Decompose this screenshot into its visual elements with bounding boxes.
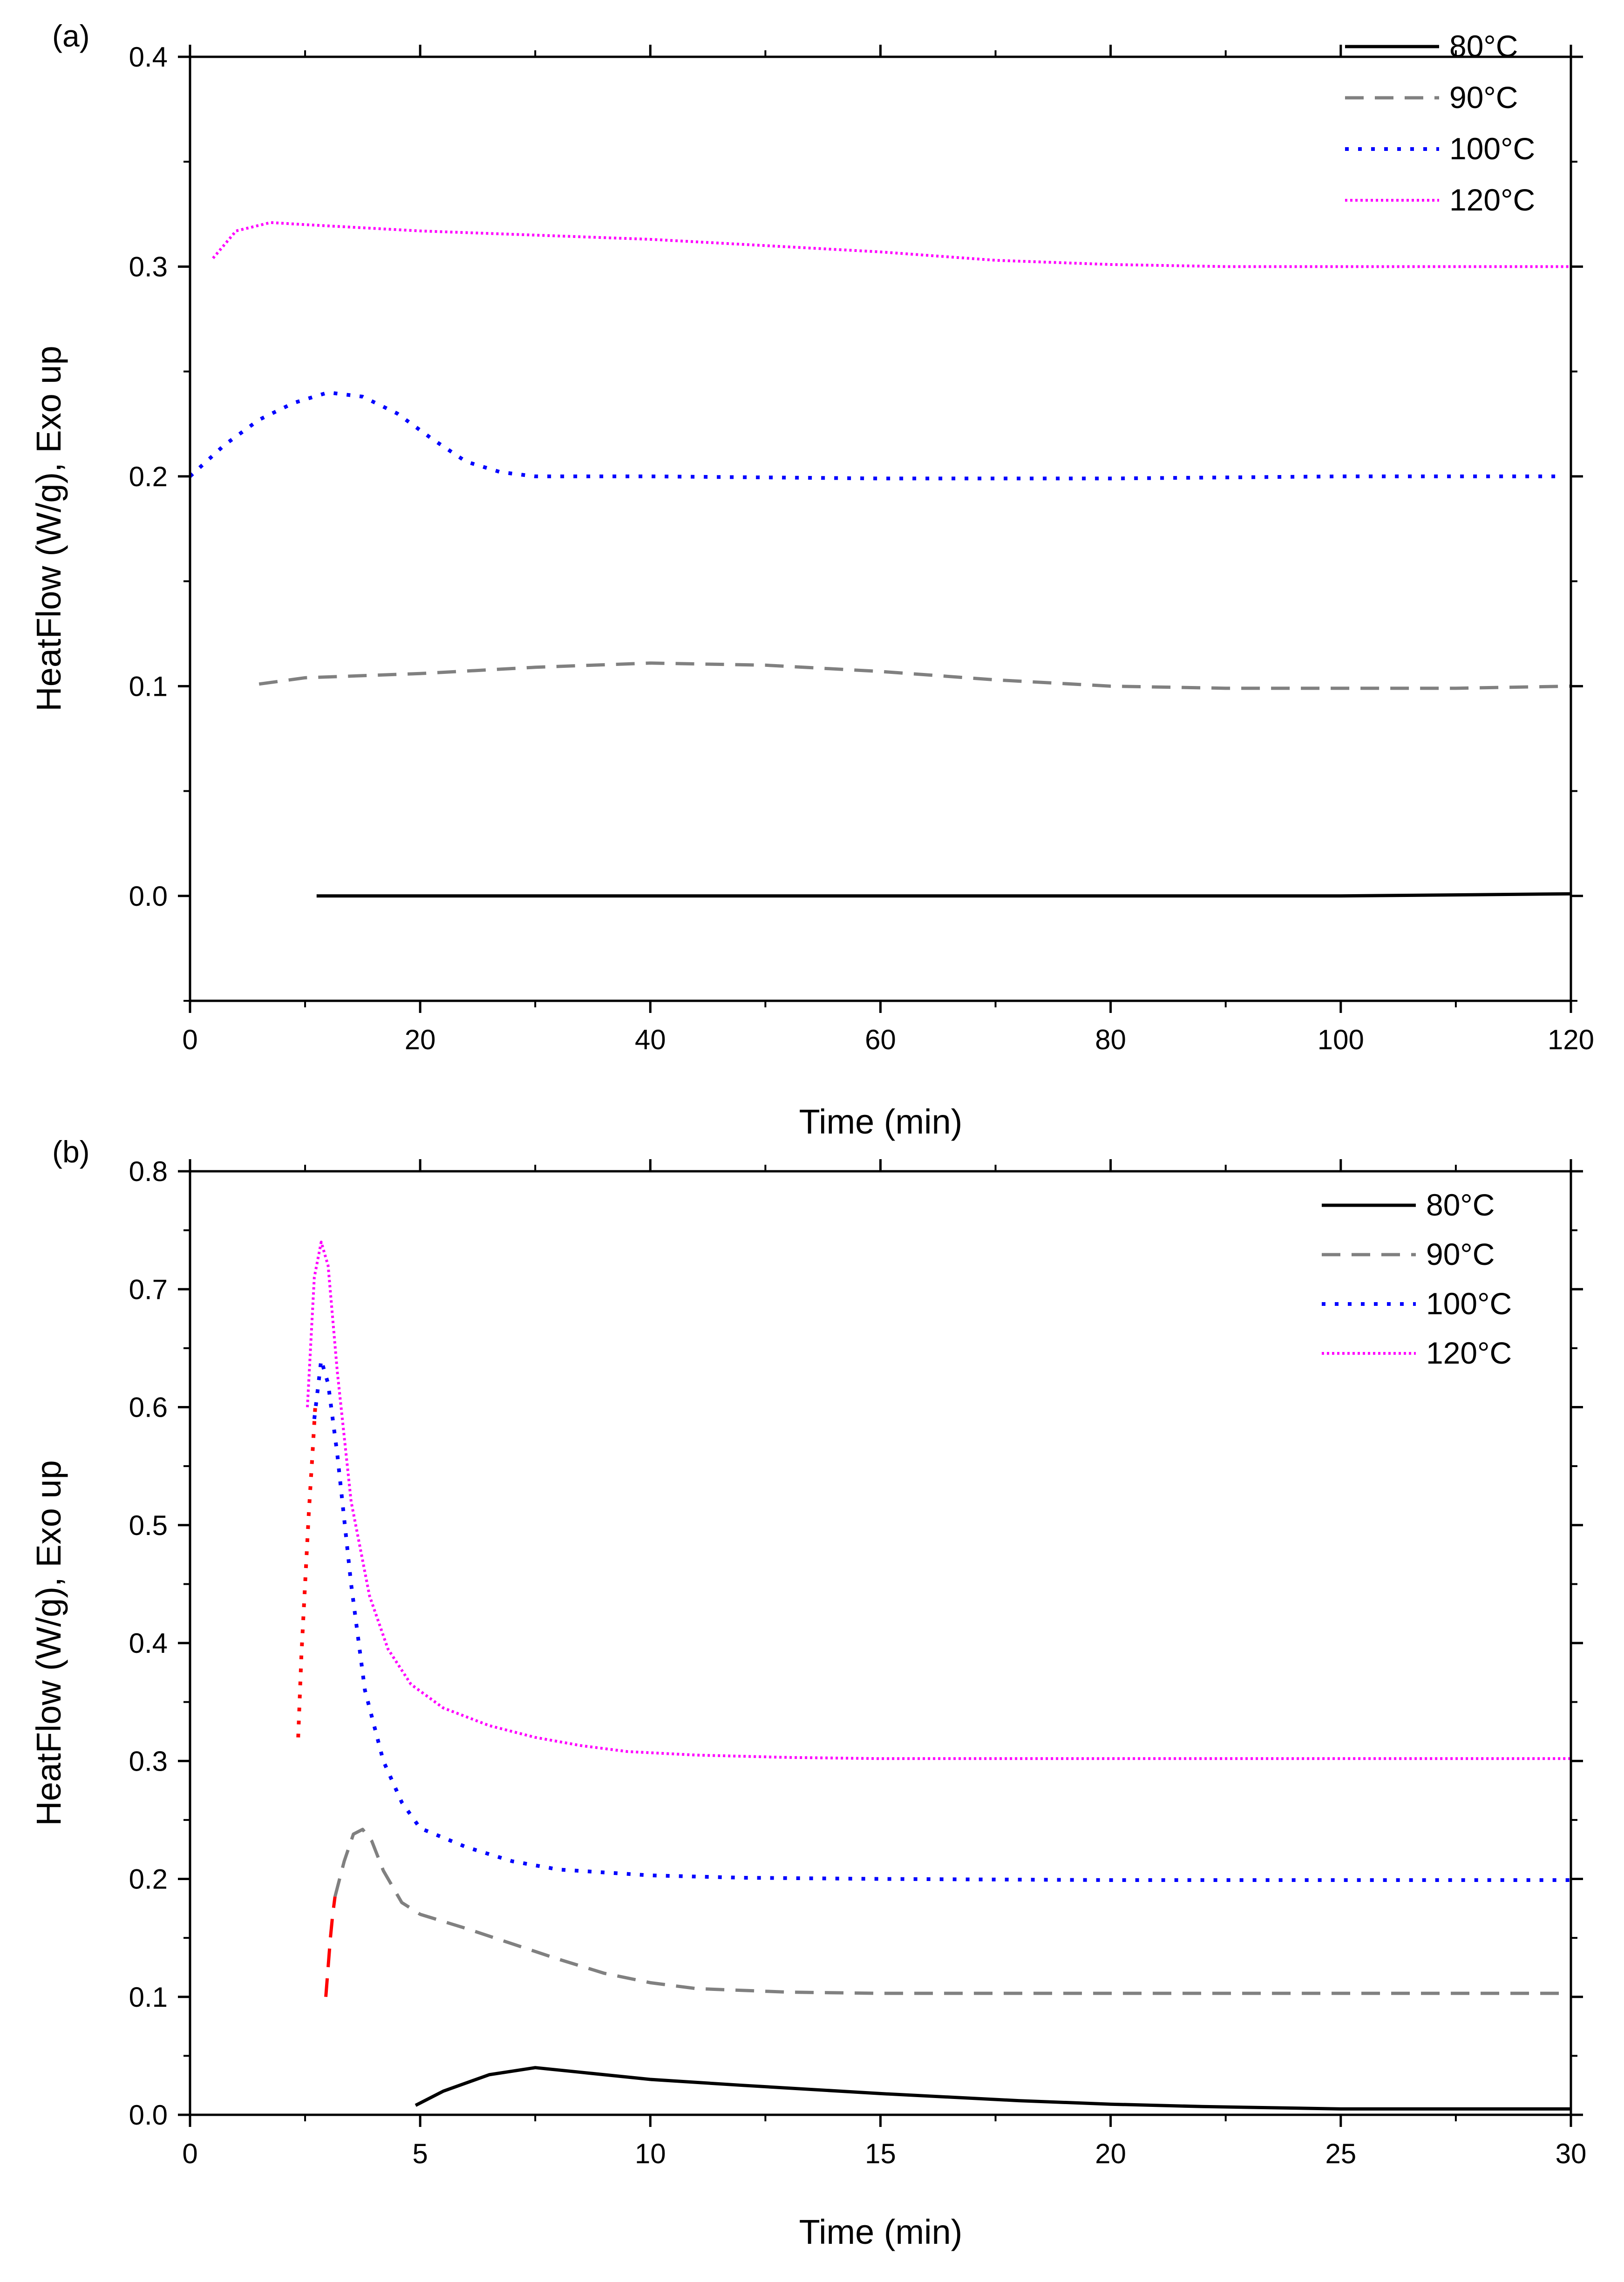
series-line-100c	[312, 1358, 1571, 1882]
panel-label-a: (a)	[52, 19, 90, 53]
x-tick-label: 60	[865, 1024, 896, 1055]
y-tick-label: 0.0	[129, 2099, 168, 2131]
x-tick-label: 15	[865, 2138, 896, 2169]
panel-a-legend: 80°C 90°C 100°C 120°C	[1345, 29, 1535, 217]
panel-a-y-axis-title: HeatFlow (W/g), Exo up	[29, 346, 68, 711]
series-line-80c	[414, 2066, 1571, 2111]
panel-a-x-axis-title: Time (min)	[799, 1102, 963, 1141]
x-tick-label: 0	[182, 1024, 197, 1055]
panel-b-plot-frame	[189, 1170, 1572, 2116]
panel-a-series	[189, 221, 1571, 898]
legend-label-90c: 90°C	[1449, 80, 1518, 115]
panel-a: (a) 0 20 40 60 80 100 120 0.0 0.1 0.2 0.3 0.4 Time …	[29, 19, 1594, 1141]
x-tick-label: 120	[1548, 1024, 1594, 1055]
y-tick-label: 0.1	[129, 671, 168, 702]
panel-label-b: (b)	[52, 1134, 90, 1169]
panel-b-y-axis-title: HeatFlow (W/g), Exo up	[29, 1460, 68, 1826]
series-line-onset-4	[324, 1896, 337, 1997]
legend-label-120c: 120°C	[1426, 1336, 1512, 1370]
y-tick-label: 0.2	[129, 461, 168, 492]
series-line-120c	[212, 221, 1571, 268]
y-tick-label: 0.2	[129, 1864, 168, 1895]
y-tick-label: 0.7	[129, 1274, 168, 1305]
panel-b-legend: 80°C 90°C 100°C 120°C	[1322, 1188, 1512, 1370]
y-tick-label: 0.5	[129, 1510, 168, 1541]
series-line-90c	[333, 1827, 1571, 1995]
series-line-100c	[189, 390, 1560, 481]
legend-label-90c: 90°C	[1426, 1237, 1495, 1271]
series-line-90c	[258, 661, 1571, 690]
x-tick-label: 80	[1095, 1024, 1126, 1055]
legend-label-100c: 100°C	[1426, 1286, 1512, 1321]
y-tick-label: 0.0	[129, 881, 168, 912]
series-line-onset-5	[296, 1407, 317, 1738]
panel-b: (b) 0 5 10 15 20 25 30 0.0 0.1 0.2 0.3 0.4 0.5 0.6 0.7…	[29, 1134, 1586, 2251]
y-tick-label: 0.8	[129, 1156, 168, 1187]
legend-label-80c: 80°C	[1449, 29, 1518, 63]
legend-label-120c: 120°C	[1449, 183, 1535, 217]
x-tick-label: 25	[1325, 2138, 1356, 2169]
x-tick-label: 30	[1556, 2138, 1587, 2169]
panel-b-ticks: 0 5 10 15 20 25 30 0.0 0.1 0.2 0.3 0.4 0.5 0.6 0.7 0.8	[129, 1156, 1587, 2169]
series-line-80c	[316, 892, 1571, 898]
y-tick-label: 0.4	[129, 1628, 168, 1659]
x-tick-label: 10	[635, 2138, 666, 2169]
panel-a-ticks: 0 20 40 60 80 100 120 0.0 0.1 0.2 0.3 0.4	[129, 41, 1594, 1055]
panel-b-x-axis-title: Time (min)	[799, 2213, 963, 2251]
legend-label-100c: 100°C	[1449, 131, 1535, 166]
legend-label-80c: 80°C	[1426, 1188, 1495, 1222]
y-tick-label: 0.3	[129, 251, 168, 282]
panel-a-plot-frame	[189, 55, 1572, 1002]
y-tick-label: 0.6	[129, 1392, 168, 1423]
x-tick-label: 5	[412, 2138, 428, 2169]
y-tick-label: 0.3	[129, 1745, 168, 1777]
x-tick-label: 20	[405, 1024, 436, 1055]
x-tick-label: 40	[635, 1024, 666, 1055]
x-tick-label: 0	[182, 2138, 197, 2169]
series-line-120c	[306, 1240, 1571, 1760]
y-tick-label: 0.4	[129, 41, 168, 73]
y-tick-label: 0.1	[129, 1982, 168, 2013]
x-tick-label: 20	[1095, 2138, 1126, 2169]
x-tick-label: 100	[1318, 1024, 1364, 1055]
panel-b-series	[296, 1240, 1571, 2111]
